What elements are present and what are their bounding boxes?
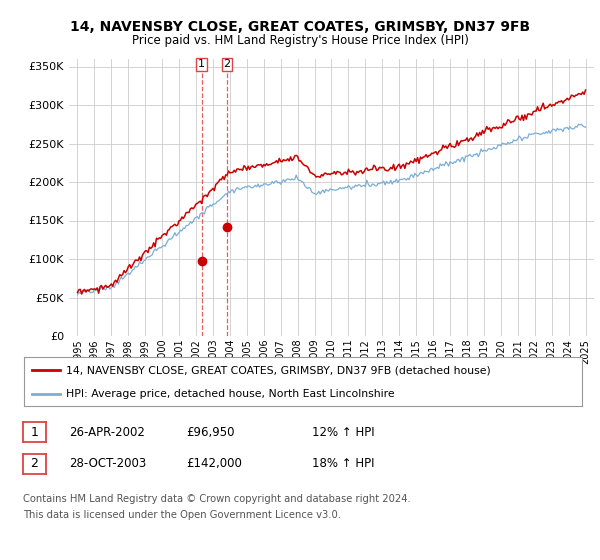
Text: This data is licensed under the Open Government Licence v3.0.: This data is licensed under the Open Gov… (23, 510, 341, 520)
Text: 2: 2 (223, 59, 230, 69)
Text: 1: 1 (30, 426, 38, 439)
Text: 14, NAVENSBY CLOSE, GREAT COATES, GRIMSBY, DN37 9FB: 14, NAVENSBY CLOSE, GREAT COATES, GRIMSB… (70, 20, 530, 34)
Text: 26-APR-2002: 26-APR-2002 (69, 426, 145, 439)
Text: 12% ↑ HPI: 12% ↑ HPI (312, 426, 374, 439)
Text: £96,950: £96,950 (186, 426, 235, 439)
Text: 28-OCT-2003: 28-OCT-2003 (69, 457, 146, 470)
Text: HPI: Average price, detached house, North East Lincolnshire: HPI: Average price, detached house, Nort… (66, 389, 394, 399)
Text: £142,000: £142,000 (186, 457, 242, 470)
Text: Contains HM Land Registry data © Crown copyright and database right 2024.: Contains HM Land Registry data © Crown c… (23, 494, 410, 504)
Text: 1: 1 (198, 59, 205, 69)
Text: Price paid vs. HM Land Registry's House Price Index (HPI): Price paid vs. HM Land Registry's House … (131, 34, 469, 46)
Text: 14, NAVENSBY CLOSE, GREAT COATES, GRIMSBY, DN37 9FB (detached house): 14, NAVENSBY CLOSE, GREAT COATES, GRIMSB… (66, 365, 491, 375)
Text: 18% ↑ HPI: 18% ↑ HPI (312, 457, 374, 470)
Text: 2: 2 (30, 457, 38, 470)
